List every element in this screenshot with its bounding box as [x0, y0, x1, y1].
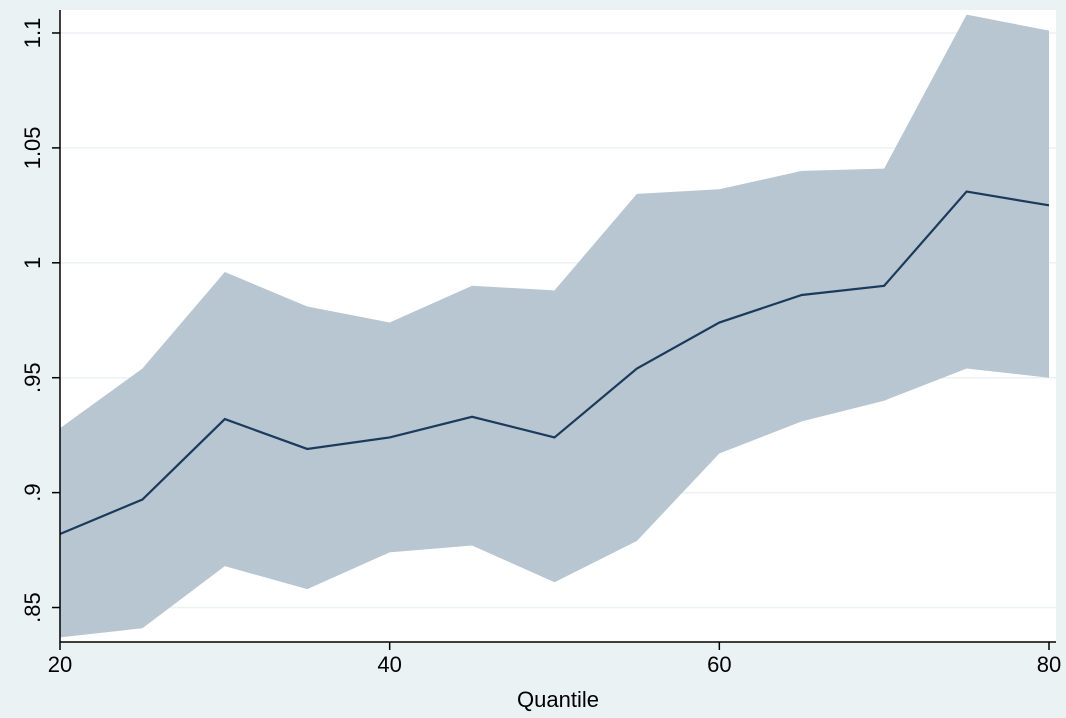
y-tick-label-0: .85: [20, 592, 45, 623]
x-axis-title: Quantile: [517, 687, 599, 712]
y-tick-label-1: .9: [20, 483, 45, 501]
y-axis-ticks: .85 .9 .95 1 1.05 1.1: [20, 18, 60, 623]
y-tick-label-3: 1: [20, 257, 45, 269]
y-tick-label-4: 1.05: [20, 126, 45, 169]
x-tick-label-2: 60: [707, 652, 731, 677]
x-axis-ticks: 20 40 60 80: [48, 642, 1061, 677]
y-tick-label-5: 1.1: [20, 18, 45, 49]
estimate-line: [59, 190, 1050, 535]
x-tick-label-3: 80: [1037, 652, 1061, 677]
y-tick-label-2: .95: [20, 362, 45, 393]
x-tick-label-1: 40: [377, 652, 401, 677]
confidence-band: [60, 14, 1049, 638]
x-tick-label-0: 20: [48, 652, 72, 677]
